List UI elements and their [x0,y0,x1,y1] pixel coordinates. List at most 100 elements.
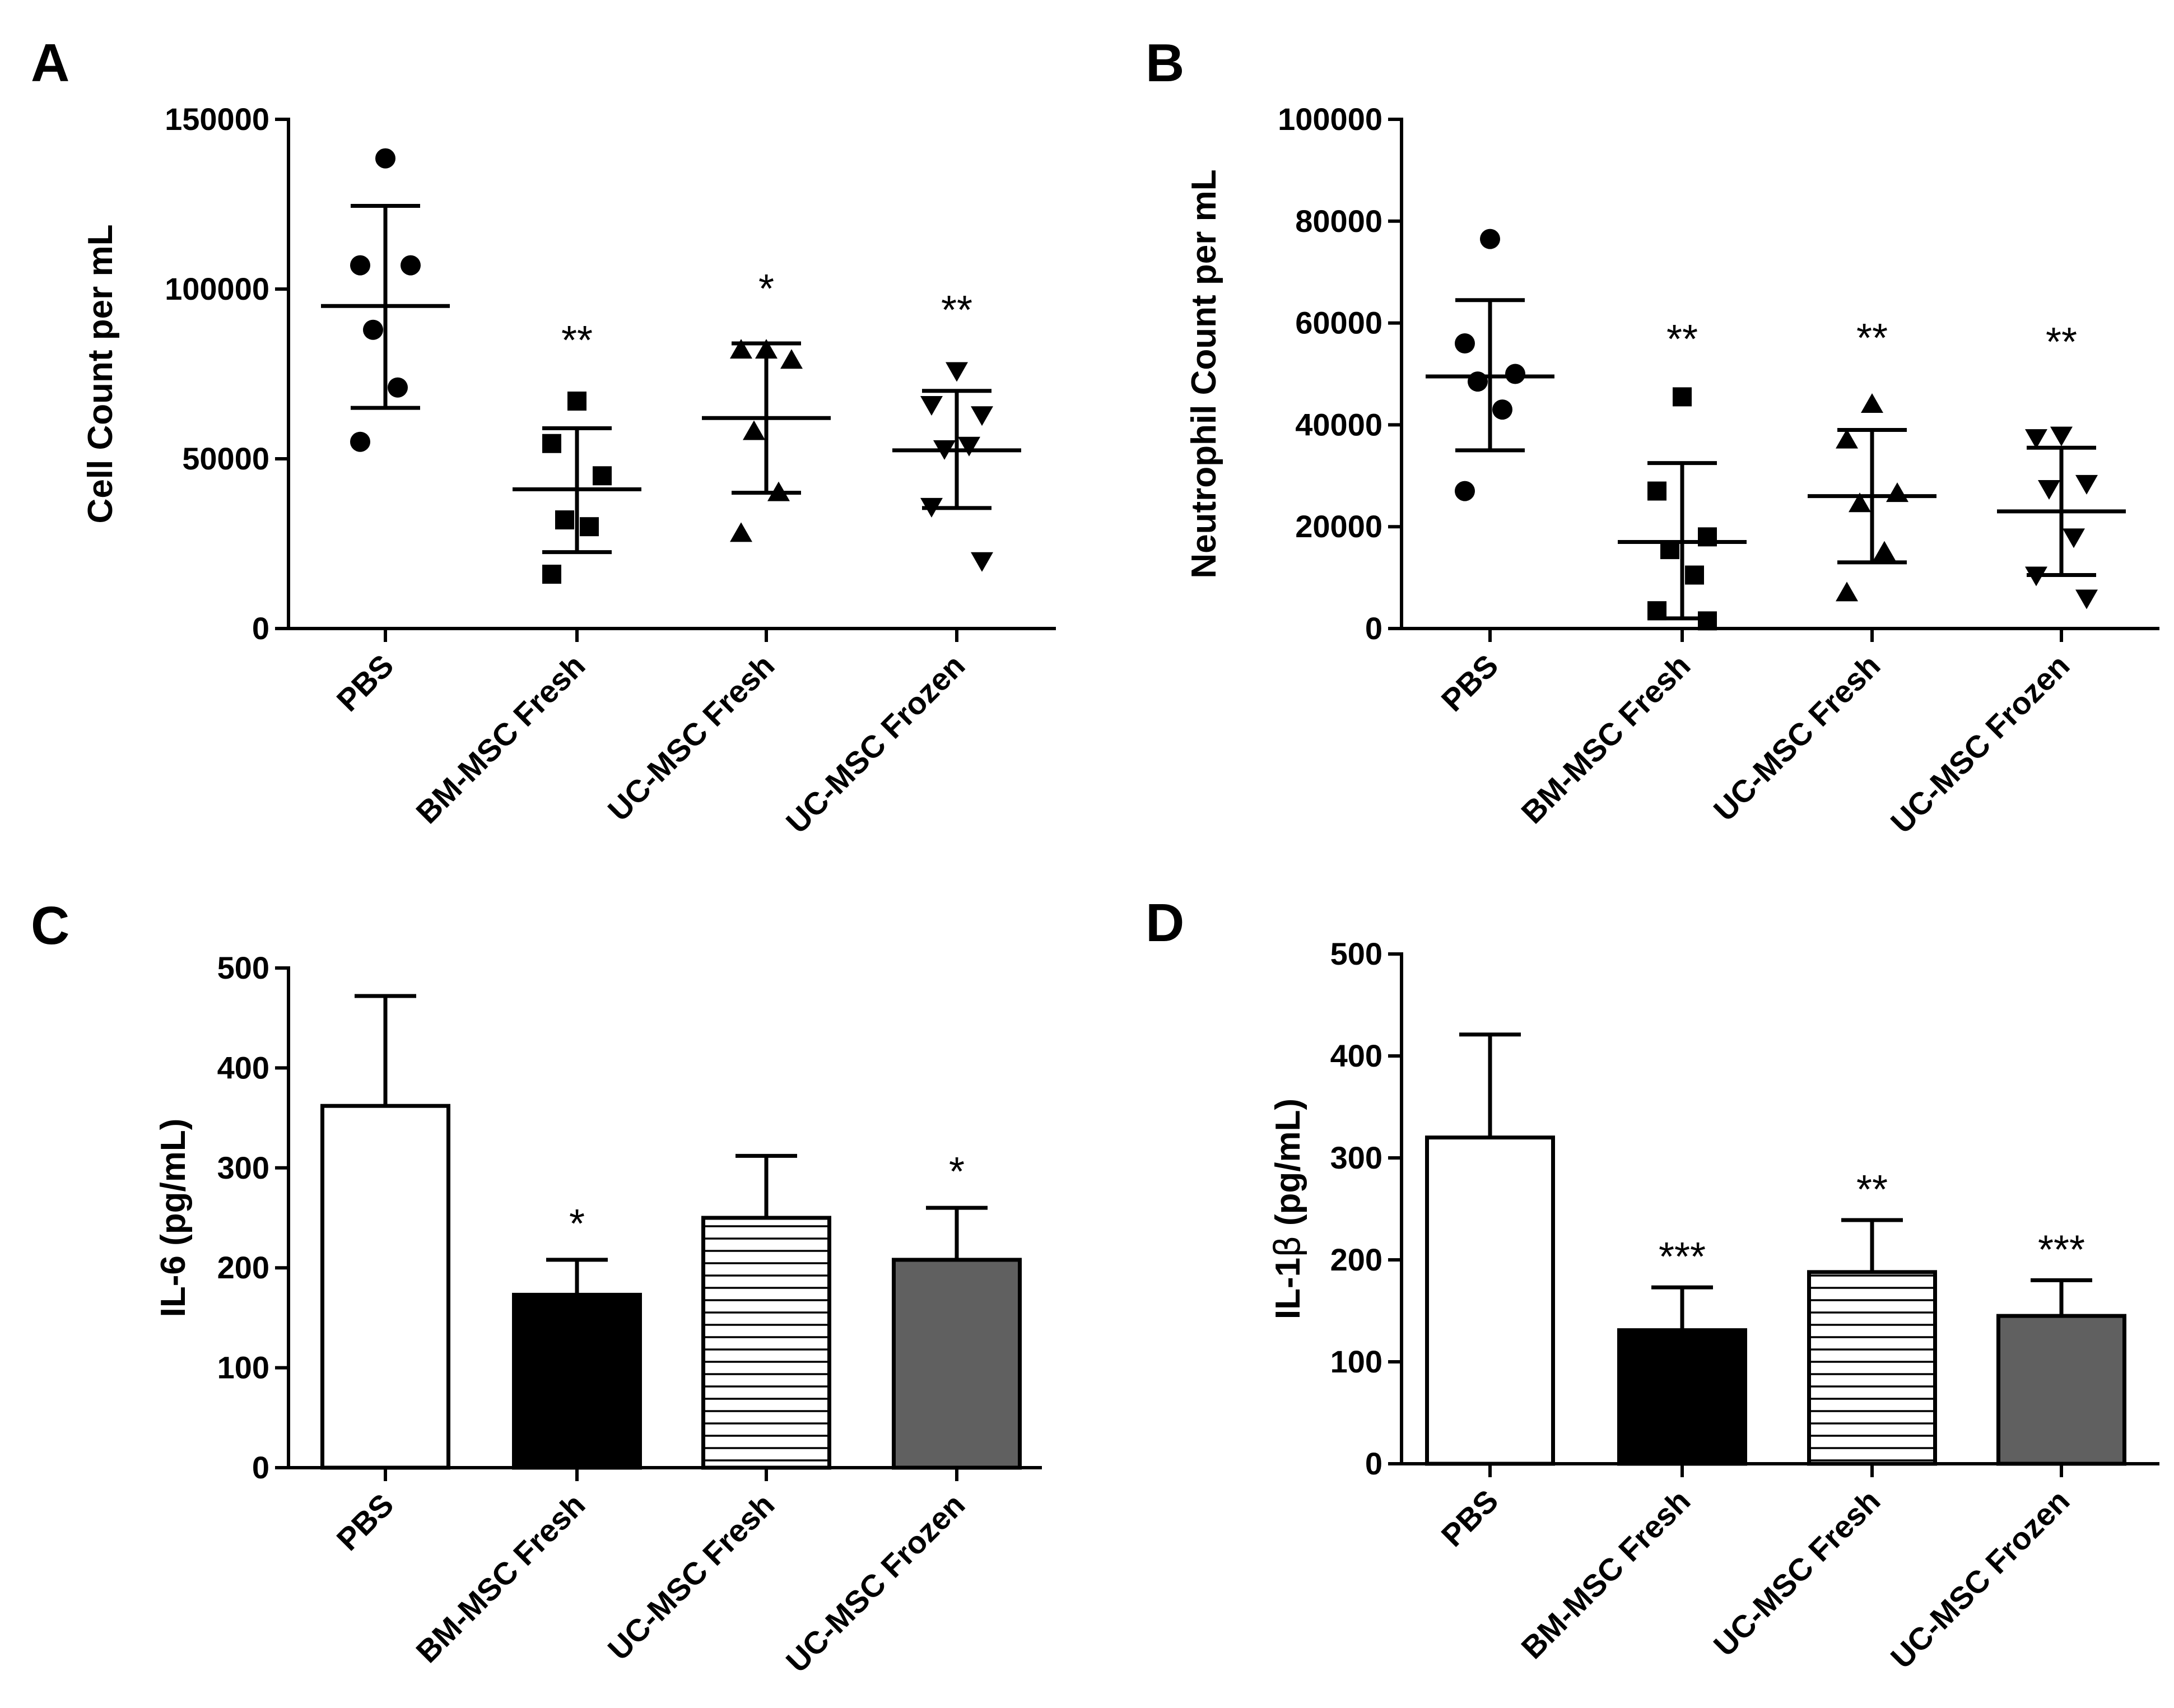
y-tick-label: 100 [1330,1344,1382,1379]
y-axis-title-greek: β [1267,1235,1308,1258]
y-axis-title: IL-1β (pg/mL) [1267,1099,1308,1319]
y-tick-label: 0 [252,611,269,646]
x-category-label: BM-MSC Fresh [409,648,592,830]
bar [512,1292,642,1470]
data-point-circle [1492,399,1512,420]
data-point-triangle-down [920,396,943,416]
y-tick-label: 400 [217,1050,269,1085]
bar-group-3: *** [1996,1227,2126,1466]
significance-label: * [949,1149,965,1194]
panel-letter: C [31,896,69,956]
x-category-label: UC-MSC Frozen [779,648,972,840]
y-tick-label: 150000 [165,101,269,137]
panel-b: B 0 20000 40000 60000 80000 100000 PBS BM-MSC Fr… [1146,33,2159,840]
x-category-label: PBS [1435,648,1505,718]
data-point-triangle-down [971,552,993,572]
bar [1425,1135,1555,1466]
data-point-triangle-up [730,339,752,359]
y-tick-label: 100 [217,1350,269,1385]
bar-group-0 [320,994,450,1470]
significance-label: ** [2046,320,2077,365]
series-1: ** [513,318,641,584]
x-category-label: UC-MSC Fresh [1707,648,1887,828]
data-point-triangle-down [971,406,993,426]
data-point-triangle-up [1836,581,1858,602]
bar [1617,1328,1747,1466]
y-tick-label: 500 [1330,936,1382,971]
x-category-label: UC-MSC Fresh [601,648,781,828]
y-tick-label: 300 [1330,1140,1382,1175]
data-point-circle [1455,333,1475,353]
data-point-square [542,434,561,453]
data-point-square [1647,481,1666,501]
y-tick-label: 50000 [182,441,269,476]
y-axis-title-prefix: IL-1 [1269,1258,1307,1319]
y-tick-label: 500 [217,950,269,985]
data-point-square [593,466,612,486]
x-category-label: BM-MSC Fresh [409,1487,592,1669]
panel-letter: D [1146,893,1184,953]
panel-letter: B [1146,33,1184,93]
x-category-label: PBS [1435,1483,1505,1553]
data-point-triangle-up [1849,492,1871,513]
series-0 [1426,229,1554,501]
y-tick-label: 20000 [1295,509,1382,544]
data-point-triangle-down [2038,480,2060,500]
data-point-circle [375,148,395,169]
bar-group-3: * [892,1149,1022,1470]
data-point-square [1685,565,1704,585]
data-point-square [1673,387,1692,407]
data-point-triangle-down [2050,426,2073,446]
data-point-triangle-up [730,522,752,542]
series-3: ** [892,288,1021,572]
data-point-circle [1468,371,1488,392]
significance-label: ** [941,288,972,333]
data-point-square [580,517,599,537]
data-point-circle [1480,229,1500,249]
x-category-label: UC-MSC Frozen [1884,1483,2077,1676]
y-tick-label: 0 [252,1450,269,1485]
data-point-circle [350,255,370,276]
data-point-triangle-up [780,349,803,369]
significance-label: *** [2038,1227,2085,1272]
x-category-label: UC-MSC Fresh [601,1487,781,1667]
significance-label: * [758,267,774,311]
bar-group-2 [701,1153,831,1470]
series-2: ** [1808,316,1936,602]
y-axis-title: Cell Count per mL [81,225,120,524]
x-category-label: UC-MSC Frozen [779,1487,972,1679]
data-point-circle [401,255,421,276]
data-point-triangle-down [946,362,968,382]
data-point-triangle-up [1886,482,1908,502]
panel-letter: A [31,33,69,93]
bar [892,1258,1022,1470]
y-tick-label: 0 [1365,611,1382,646]
x-category-label: UC-MSC Fresh [1707,1483,1887,1663]
series-3: ** [1997,320,2126,609]
data-point-triangle-down [2063,528,2085,548]
x-category-label: BM-MSC Fresh [1514,648,1697,830]
data-point-triangle-down [958,436,980,457]
data-point-square [567,391,586,411]
data-point-square [1698,611,1717,631]
bar-group-1: * [512,1202,642,1470]
x-category-label: UC-MSC Frozen [1884,648,2077,840]
bar [701,1216,831,1470]
y-tick-label: 80000 [1295,203,1382,239]
data-point-triangle-down [2075,474,2098,495]
bar-group-1: *** [1617,1235,1747,1466]
data-point-circle [363,319,383,340]
data-point-circle [388,377,408,398]
data-point-square [542,565,561,584]
data-point-triangle-up [1861,393,1883,413]
data-point-triangle-up [1836,429,1858,449]
y-tick-label: 40000 [1295,407,1382,442]
x-category-label: PBS [330,1487,401,1557]
significance-label: ** [561,318,593,363]
y-tick-label: 100000 [1278,101,1382,137]
bar [1996,1314,2126,1466]
